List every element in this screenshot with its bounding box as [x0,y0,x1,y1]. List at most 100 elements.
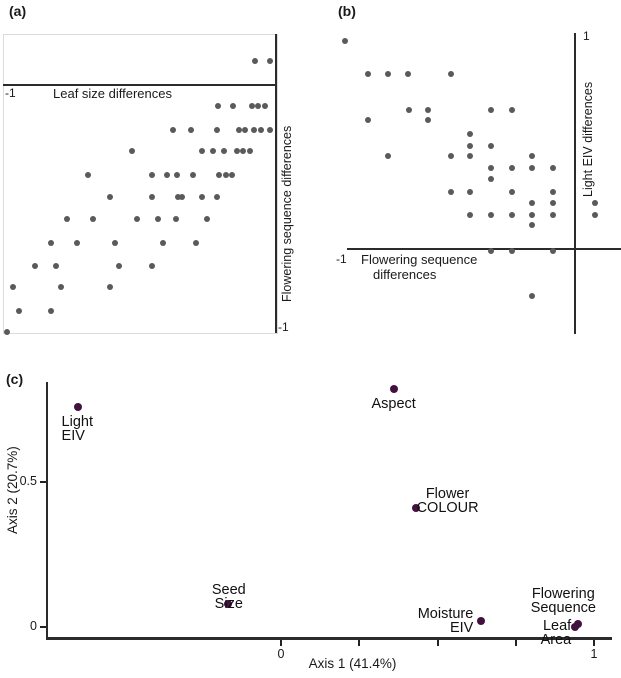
data-point [198,193,205,200]
panel-a-y-axis-title: Flowering sequence differences [280,125,294,303]
panel-b-x-end-label: -1 [336,252,347,266]
panel-b-y-axis-title: Light EIV differences [581,81,595,198]
data-point [116,262,123,269]
data-point [215,102,222,109]
point-label: Leaf Area [540,618,572,648]
data-point [508,106,515,113]
data-point [169,126,176,133]
data-point [487,165,494,171]
data-point [164,171,171,178]
data-point [404,70,411,77]
data-point [228,171,235,178]
data-point [73,402,82,411]
data-point [187,126,194,133]
data-point [149,193,156,200]
panel-b-x-axis-title-line2: differences [373,267,437,282]
data-point [4,328,11,335]
data-point [529,153,536,159]
data-point [447,189,454,195]
data-point [508,165,515,171]
data-point [128,147,135,154]
y-tick-label: 0 [30,619,37,633]
point-label: Moisture EIV [417,606,474,637]
data-point [487,142,494,149]
data-point [254,102,261,109]
data-point [216,171,223,178]
data-point [172,216,179,223]
data-point [550,189,557,195]
data-point [411,504,420,513]
data-point [252,57,259,64]
data-point [220,147,227,154]
data-point [179,193,186,200]
point-label: Aspect [371,396,416,413]
x-axis-tick [436,640,439,646]
data-point [213,193,220,200]
x-axis-tick [593,640,595,646]
panel-c-x-axis-line [46,637,612,640]
data-point [154,216,161,223]
point-label: Light EIV [61,413,93,444]
data-point [508,211,515,218]
data-point [364,70,371,77]
data-point [508,247,515,254]
data-point [467,142,474,149]
x-axis-tick [514,640,517,646]
data-point [487,106,494,113]
panel-c-tag: (c) [6,371,24,387]
panel-b-tag: (b) [338,3,356,19]
data-point [550,199,557,206]
panel-b-x-axis-title-line1: Flowering sequence [361,252,478,267]
point-label: Flower COLOUR [416,486,479,517]
data-point [230,102,237,109]
data-point [425,117,432,123]
data-point [447,70,454,77]
panel-b-y-axis-line [574,33,576,334]
data-point [84,171,91,178]
data-point [193,240,200,247]
data-point [529,165,536,171]
data-point [467,130,474,137]
data-point [106,193,113,200]
data-point [508,189,515,195]
data-point [106,283,113,290]
y-axis-tick [40,626,46,628]
data-point [234,147,241,154]
data-point [9,283,16,290]
data-point [90,216,97,223]
data-point [16,307,23,314]
panel-c-x-axis-title: Axis 1 (41.4%) [308,656,397,671]
data-point [223,599,232,608]
data-point [591,199,598,206]
point-label: Flowering Sequence [530,586,596,617]
panel-c-y-axis-title: Axis 2 (20.7%) [5,446,20,534]
data-point [267,126,274,133]
data-point [112,240,119,247]
data-point [447,153,454,159]
data-point [487,247,494,254]
panel-a-y-axis-line [275,34,277,333]
data-point [467,211,474,218]
data-point [209,147,216,154]
data-point [246,147,253,154]
panel-a-x-end-label: -1 [5,86,16,100]
panel-b-x-axis-line [347,248,621,250]
data-point [250,126,257,133]
data-point [31,262,38,269]
x-tick-label: 0 [277,647,285,661]
data-point [406,106,413,113]
data-point [223,171,230,178]
panel-a-plot-border [3,34,278,334]
point-label: Seed Size [211,581,246,612]
data-point [477,617,486,626]
data-point [550,247,557,254]
data-point [550,211,557,218]
data-point [57,283,64,290]
data-point [239,147,246,154]
data-point [47,307,54,314]
data-point [342,37,349,44]
data-point [160,240,167,247]
data-point [529,222,536,228]
x-axis-tick [358,640,361,646]
